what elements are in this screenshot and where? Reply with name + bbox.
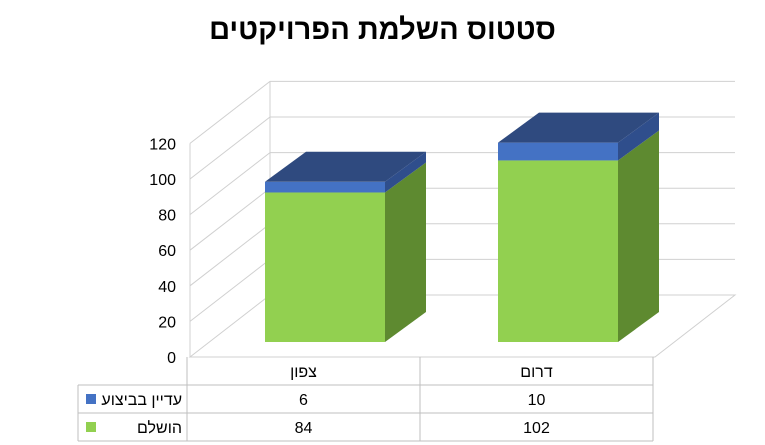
data-value: 102 bbox=[523, 420, 550, 437]
data-value: 84 bbox=[295, 420, 313, 437]
bar-segment-front bbox=[498, 142, 618, 161]
legend-label: עדיין בביצוע bbox=[101, 392, 182, 409]
category-label: דרום bbox=[520, 364, 553, 381]
y-tick-label: 80 bbox=[158, 208, 176, 225]
gridline bbox=[189, 80, 735, 144]
data-value: 10 bbox=[528, 392, 546, 409]
bar-segment-side bbox=[618, 112, 659, 161]
bar-segment-front bbox=[265, 192, 385, 342]
bar-segment-front bbox=[265, 181, 385, 193]
bar-segment-side bbox=[385, 151, 426, 193]
legend-key bbox=[86, 394, 96, 404]
y-tick-label: 60 bbox=[158, 243, 176, 260]
bar-top bbox=[265, 151, 426, 182]
y-tick-label: 0 bbox=[167, 350, 176, 367]
legend-key bbox=[86, 422, 96, 432]
data-value: 6 bbox=[299, 392, 308, 409]
bar-segment-side bbox=[385, 162, 426, 342]
bars bbox=[265, 112, 659, 342]
y-tick-label: 20 bbox=[158, 314, 176, 331]
y-axis: 0 20 40 60 80 100 120 bbox=[149, 136, 176, 367]
bar-stack bbox=[498, 112, 659, 342]
y-tick-label: 120 bbox=[149, 136, 176, 153]
legend-label: הושלם bbox=[137, 419, 182, 437]
chart-floor bbox=[188, 294, 737, 358]
y-tick-label: 40 bbox=[158, 279, 176, 296]
bar-segment-front bbox=[498, 160, 618, 342]
bar-segment-side bbox=[618, 130, 659, 342]
y-tick-label: 100 bbox=[149, 172, 176, 189]
category-label: צפון bbox=[290, 364, 317, 381]
bar-stack bbox=[265, 151, 426, 342]
bar-top bbox=[498, 112, 659, 143]
data-table: צפון דרום עדיין בביצוע 6 10 הושלם 84 102 bbox=[77, 357, 654, 442]
chart-title: סטטוס השלמת הפרויקטים bbox=[209, 14, 556, 46]
